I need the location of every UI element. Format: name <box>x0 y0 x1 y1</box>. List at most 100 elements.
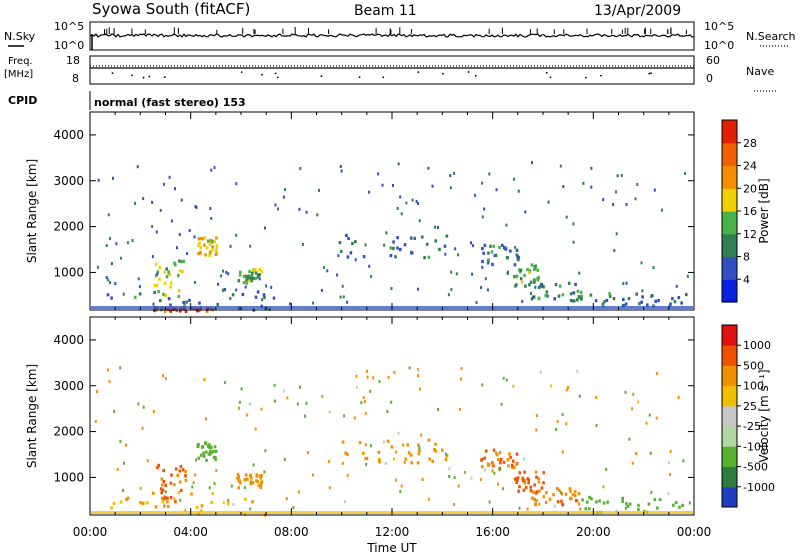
scatter-cell-61 <box>479 478 482 482</box>
scatter-cell-28 <box>151 225 154 228</box>
echo-cell-7-24 <box>237 486 240 490</box>
scatter-cell-149 <box>579 507 582 511</box>
echo-cell-7-20 <box>249 473 252 477</box>
scatter-cell-21 <box>286 396 289 400</box>
scatter-cell-97 <box>526 507 529 511</box>
x-tick-labels: 00:00 04:00 08:00 12:00 16:00 20:00 00:00 <box>73 525 712 539</box>
echo-cell-3-16 <box>553 297 556 301</box>
echo-cell-5-8 <box>198 241 201 245</box>
echo-cell-6-25 <box>177 289 181 293</box>
nave-dip <box>549 76 552 79</box>
echo-cell-4-4 <box>608 294 612 298</box>
scatter-cell-119 <box>264 449 267 453</box>
scatter-cell-102 <box>327 460 330 464</box>
echo-cell-5-3 <box>200 237 203 241</box>
echo-cell-2-12 <box>515 480 518 484</box>
nave-dip <box>240 71 243 73</box>
power-ylabel: Slant Range [km] <box>25 159 39 263</box>
echo-cell-5-28 <box>206 239 210 243</box>
echo-cell-1-28 <box>508 452 511 456</box>
echo-cell-3-21 <box>534 502 537 506</box>
scatter-cell-4 <box>484 468 487 472</box>
echo-cell-8-29 <box>200 509 203 513</box>
scatter-cell-174 <box>444 252 447 256</box>
echo-cell-5-17 <box>202 454 206 458</box>
echo-cell-4-16 <box>635 292 638 296</box>
scatter-cell-75 <box>258 277 261 281</box>
echo-cell-6-5 <box>158 277 161 281</box>
echo-cell-2-16 <box>519 268 523 272</box>
echo-cell-2-24 <box>523 273 526 277</box>
echo-cell-4-0 <box>647 502 651 506</box>
echo-cell-8-5 <box>268 307 271 311</box>
scatter-cell-26 <box>122 292 125 296</box>
echo-cell-7-27 <box>251 481 255 485</box>
scatter-cell-142 <box>556 419 559 423</box>
echo-cell-1-25 <box>492 448 496 452</box>
nave-dip <box>148 75 151 78</box>
echo-cell-0-15 <box>407 451 411 455</box>
echo-cell-2-29 <box>534 267 537 271</box>
scatter-cell-45 <box>232 502 235 506</box>
echo-cell-7-13 <box>248 269 251 274</box>
scatter-cell-43 <box>179 498 182 502</box>
echo-cell-5-21 <box>205 246 209 250</box>
scatter-cell-17 <box>650 490 653 494</box>
echo-cell-4-29 <box>640 300 643 304</box>
echo-cell-0-25 <box>409 236 413 240</box>
scatter-cell-1 <box>337 254 340 258</box>
scatter-cell-158 <box>355 385 358 389</box>
echo-cell-1-11 <box>498 245 501 249</box>
echo-cell-8-18 <box>188 298 191 302</box>
echo-cell-8-16 <box>159 299 162 303</box>
echo-cell-4-17 <box>612 297 616 301</box>
scatter-cell-116 <box>605 467 608 471</box>
echo-cell-1-18 <box>494 451 498 455</box>
echo-cell-7-25 <box>249 482 252 486</box>
echo-cell-3-23 <box>579 290 583 294</box>
echo-cell-0-22 <box>441 448 444 452</box>
nsky-panel <box>89 21 695 51</box>
scatter-cell-109 <box>498 468 501 472</box>
scatter-cell-99 <box>270 285 273 289</box>
echo-cell-1-27 <box>513 263 517 267</box>
scatter-cell-169 <box>238 475 240 478</box>
colorbar-swatch-4 <box>722 405 737 427</box>
scatter-cell-92 <box>590 185 593 189</box>
scatter-cell-138 <box>307 451 310 455</box>
echo-cell-2-7 <box>527 481 530 485</box>
scatter-cell-25 <box>448 467 451 471</box>
echo-cell-2-25 <box>516 478 519 482</box>
echo-cell-2-6 <box>526 267 529 272</box>
scatter-cell-69 <box>137 402 140 406</box>
echo-cell-8-1 <box>243 512 247 516</box>
echo-cell-0-24 <box>423 256 426 260</box>
echo-cell-7-3 <box>245 278 248 282</box>
x-tick-label: 12:00 <box>375 525 410 539</box>
echo-cell-0-13 <box>344 451 347 455</box>
echo-cell-3-21 <box>561 293 565 297</box>
scatter-cell-107 <box>418 219 421 223</box>
echo-cell-8-11 <box>126 496 130 500</box>
echo-cell-6-6 <box>156 466 159 470</box>
echo-cell-1-21 <box>490 250 494 254</box>
echo-cell-1-26 <box>494 253 498 257</box>
scatter-cell-1 <box>417 374 420 378</box>
echo-cell-8-7 <box>211 492 215 496</box>
echo-cell-0-18 <box>445 234 449 238</box>
scatter-cell-92 <box>624 390 627 394</box>
echo-cell-9-14 <box>163 309 167 313</box>
colorbar-swatch-7 <box>722 345 737 366</box>
echo-cell-8-4 <box>133 295 137 299</box>
scatter-cell-67 <box>631 461 634 465</box>
echo-cell-7-26 <box>236 472 240 476</box>
echo-cell-1-22 <box>515 248 519 252</box>
scatter-cell-60 <box>176 246 178 250</box>
echo-cell-4-27 <box>677 296 681 300</box>
scatter-cell-127 <box>137 277 140 281</box>
echo-cell-4-5 <box>672 503 675 507</box>
echo-cell-0-29 <box>347 236 350 241</box>
beam-title: Beam 11 <box>354 3 417 19</box>
echo-cell-6-19 <box>154 274 158 278</box>
echo-cell-5-27 <box>197 243 200 248</box>
